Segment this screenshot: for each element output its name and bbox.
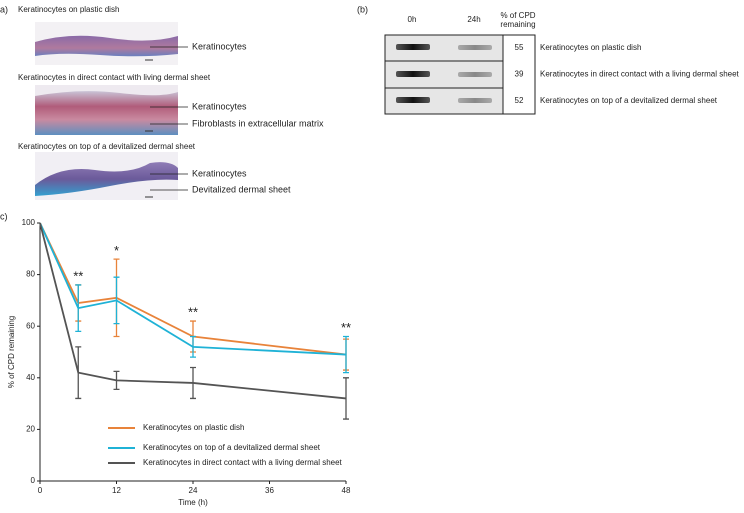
x-tick-label: 48 xyxy=(342,486,351,495)
x-tick-label: 24 xyxy=(189,486,198,495)
x-tick-label: 0 xyxy=(38,486,43,495)
band xyxy=(458,72,492,77)
series-line xyxy=(39,222,347,400)
structure-label: Keratinocytes xyxy=(192,41,247,51)
y-axis-label: % of CPD remaining xyxy=(7,316,16,388)
y-tick-label: 40 xyxy=(26,373,35,382)
band xyxy=(458,45,492,50)
band xyxy=(396,44,430,50)
band xyxy=(396,71,430,77)
structure-label: Keratinocytes xyxy=(192,101,247,111)
structure-label: Devitalized dermal sheet xyxy=(192,184,291,194)
row-label: Keratinocytes on top of a devitalized de… xyxy=(540,96,718,105)
structure-label: Fibroblasts in extracellular matrix xyxy=(192,118,324,128)
series-line xyxy=(39,222,347,356)
y-tick-label: 0 xyxy=(31,476,36,485)
legend-label: Keratinocytes in direct contact with a l… xyxy=(143,458,343,467)
band xyxy=(396,97,430,103)
structure-label: Keratinocytes xyxy=(192,168,247,178)
x-tick-label: 36 xyxy=(265,486,274,495)
y-tick-label: 20 xyxy=(26,425,35,434)
band xyxy=(458,98,492,103)
row-label: Keratinocytes on plastic dish xyxy=(540,43,641,52)
cpd-value: 39 xyxy=(515,70,524,79)
legend-label: Keratinocytes on top of a devitalized de… xyxy=(143,443,321,452)
blot xyxy=(384,34,536,115)
y-tick-label: 100 xyxy=(22,218,36,227)
y-tick-label: 80 xyxy=(26,270,35,279)
histology-images xyxy=(35,22,188,200)
panel-label: a) xyxy=(0,4,8,14)
column-header: 0h xyxy=(408,15,417,24)
tissue xyxy=(35,162,178,196)
panel-label: (b) xyxy=(357,4,368,14)
column-header: % of CPD remaining xyxy=(500,11,535,29)
image-caption: Keratinocytes on plastic dish xyxy=(18,5,119,14)
x-tick-label: 12 xyxy=(112,486,121,495)
significance-mark: ** xyxy=(341,320,351,335)
y-tick-label: 60 xyxy=(26,321,35,330)
column-header: 24h xyxy=(467,15,480,24)
significance-mark: ** xyxy=(73,269,83,284)
panel-label: c) xyxy=(0,211,8,221)
significance-mark: * xyxy=(114,243,119,258)
cpd-value: 55 xyxy=(515,43,524,52)
image-caption: Keratinocytes on top of a devitalized de… xyxy=(18,142,196,151)
legend-label: Keratinocytes on plastic dish xyxy=(143,423,244,432)
tissue xyxy=(35,91,178,135)
image-caption: Keratinocytes in direct contact with liv… xyxy=(18,73,211,82)
value-column xyxy=(502,34,536,115)
row-label: Keratinocytes in direct contact with a l… xyxy=(540,70,740,79)
cpd-value: 52 xyxy=(515,96,524,105)
significance-mark: ** xyxy=(188,305,198,320)
x-axis-label: Time (h) xyxy=(178,498,208,507)
tissue xyxy=(35,35,178,57)
